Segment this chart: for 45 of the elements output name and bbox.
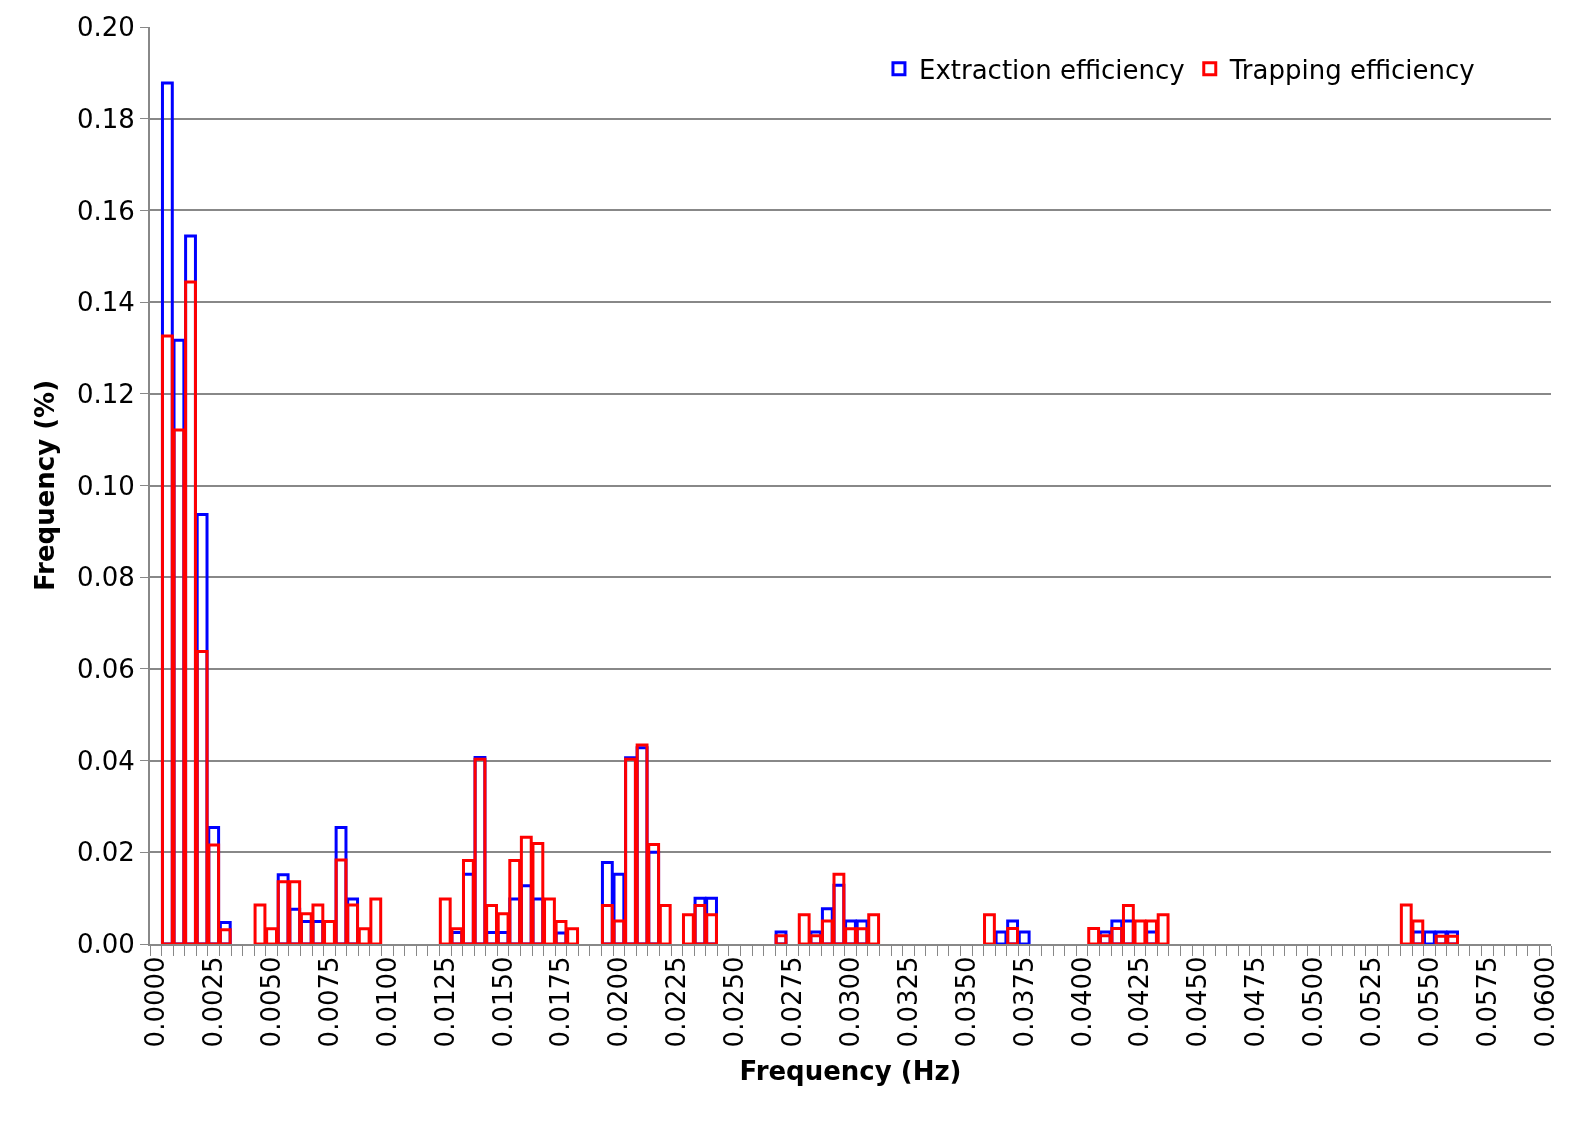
x-tick-label: 0.0375: [1008, 956, 1039, 1048]
x-tick-label: 0.0275: [777, 956, 808, 1048]
y-tick-label: 0.20: [76, 12, 135, 43]
bar: [983, 913, 996, 944]
x-tick-label: 0.0400: [1066, 956, 1097, 1048]
x-tick-label: 0.0025: [198, 956, 229, 1048]
x-tick-label: 0.0075: [313, 956, 344, 1048]
y-tick-label: 0.16: [76, 195, 135, 226]
y-axis-title: Frequency (%): [29, 379, 60, 592]
x-tick-label: 0.0200: [603, 956, 634, 1048]
x-tick-label: 0.0300: [834, 956, 865, 1048]
legend-label: Extraction efficiency: [918, 54, 1185, 85]
x-tick-label: 0.0425: [1124, 956, 1155, 1048]
x-tick-label: 0.0450: [1182, 956, 1213, 1048]
x-tick-label: 0.0150: [487, 956, 518, 1048]
y-tick-label: 0.10: [76, 470, 135, 501]
x-tick-label: 0.0500: [1298, 956, 1329, 1048]
y-tick-label: 0.14: [76, 287, 135, 318]
x-tick-label: 0.0475: [1240, 956, 1271, 1048]
bar: [1017, 930, 1031, 944]
y-tick-label: 0.06: [76, 654, 135, 684]
y-tick-label: 0.18: [76, 103, 135, 134]
x-tick-label: 0.0250: [719, 956, 750, 1048]
x-tick-label: 0.0000: [140, 956, 171, 1048]
x-tick-label: 0.0225: [661, 956, 692, 1048]
x-tick-label: 0.0600: [1529, 956, 1560, 1048]
x-tick-label: 0.0575: [1471, 956, 1502, 1048]
x-tick-label: 0.0125: [429, 956, 460, 1048]
x-tick-label: 0.0550: [1413, 956, 1444, 1048]
x-tick-label: 0.0100: [371, 956, 402, 1048]
bar: [994, 930, 1008, 944]
x-tick-label: 0.0175: [545, 956, 576, 1048]
x-axis-title: Frequency (Hz): [739, 1055, 962, 1086]
y-tick-label: 0.00: [76, 929, 135, 960]
y-tick-label: 0.02: [76, 837, 135, 868]
x-tick-label: 0.0050: [256, 956, 287, 1048]
y-tick-label: 0.12: [76, 378, 135, 409]
bar: [774, 934, 788, 944]
y-tick-label: 0.08: [76, 562, 135, 593]
x-tick-label: 0.0325: [892, 956, 923, 1048]
x-tick-label: 0.0525: [1355, 956, 1386, 1048]
x-tick-label: 0.0350: [950, 956, 981, 1048]
legend-label: Trapping efficiency: [1228, 54, 1475, 85]
bar: [1006, 926, 1020, 944]
y-tick-label: 0.04: [76, 745, 135, 776]
